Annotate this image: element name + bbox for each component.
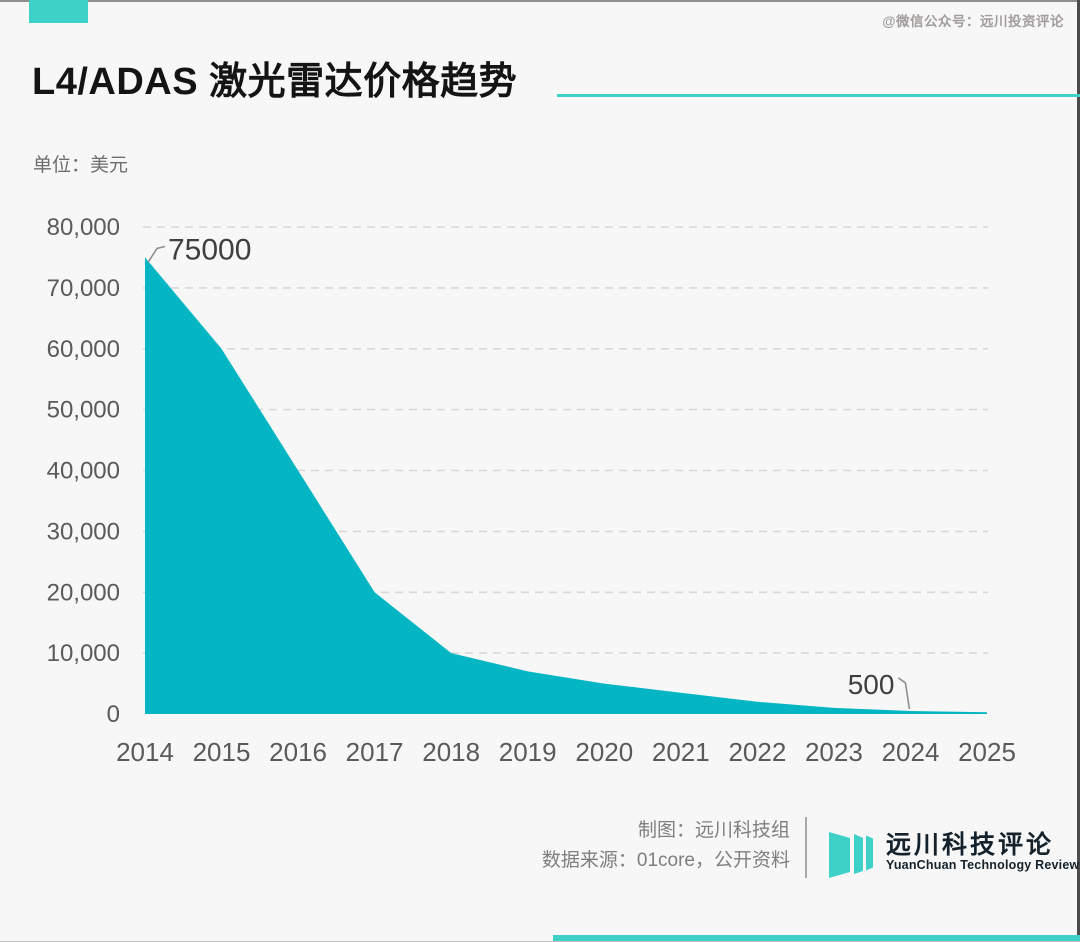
annotation-connector [147,245,166,263]
page-title: L4/ADAS 激光雷达价格趋势 [32,61,518,103]
watermark: @微信公众号：远川投资评论 [882,14,1064,29]
y-tick-label: 0 [107,701,120,728]
x-tick-label: 2022 [728,737,786,767]
x-tick-label: 2017 [346,737,404,767]
x-tick-label: 2020 [575,737,633,767]
logo-bar-2 [854,834,863,874]
source-line: 数据来源：01core，公开资料 [541,850,790,871]
y-tick-label: 60,000 [47,336,120,363]
footer-credit-block: 制图：远川科技组 数据来源：01core，公开资料 [542,816,790,876]
logo-name-en: YuanChuan Technology Review [886,858,1080,872]
annotation-connector [897,677,911,710]
x-tick-label: 2016 [269,737,327,767]
screen-edge-top [0,0,1080,2]
y-tick-label: 30,000 [47,518,120,545]
logo-bar-3 [866,835,873,871]
logo-icon [829,832,873,878]
credit-line: 制图：远川科技组 [637,820,790,841]
screen-edge-right [1077,0,1080,942]
y-tick-label: 50,000 [47,397,120,424]
unit-label: 单位：美元 [33,155,129,176]
x-tick-label: 2025 [958,737,1016,767]
logo-name-cn: 远川科技评论 [886,831,1055,859]
price-area-series [145,257,987,714]
y-tick-label: 20,000 [47,579,120,606]
x-tick-label: 2021 [652,737,710,767]
y-tick-label: 80,000 [47,214,120,241]
title-underline [557,94,1080,97]
logo-bar-1 [829,832,850,878]
x-tick-label: 2019 [499,737,557,767]
header-accent-bar [29,0,88,23]
y-tick-label: 70,000 [47,275,120,302]
x-tick-label: 2015 [193,737,251,767]
annotation-label: 500 [848,669,895,700]
y-tick-label: 10,000 [47,640,120,667]
x-tick-label: 2014 [116,737,174,767]
x-tick-label: 2018 [422,737,480,767]
footer-divider [805,817,807,878]
annotation-label: 75000 [168,233,251,266]
x-tick-label: 2024 [882,737,940,767]
bottom-accent-bar [553,935,1080,941]
y-tick-label: 40,000 [47,458,120,485]
x-tick-label: 2023 [805,737,863,767]
